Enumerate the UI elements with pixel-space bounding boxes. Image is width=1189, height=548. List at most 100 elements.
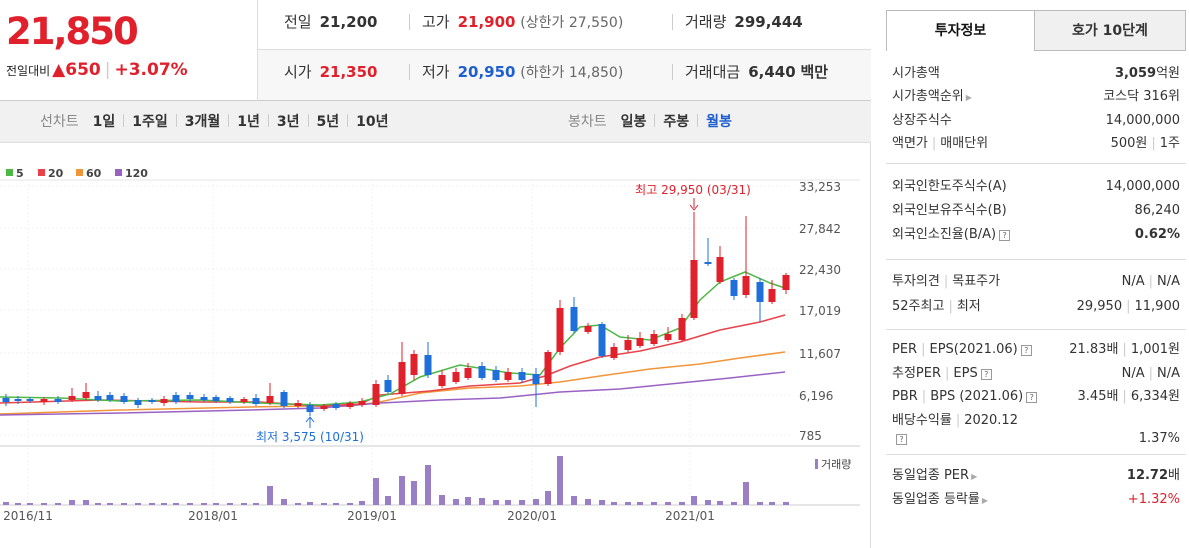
volume-bar xyxy=(187,503,193,505)
tab-order-book[interactable]: 호가 10단계 xyxy=(1034,10,1186,51)
volume-bar xyxy=(385,496,391,505)
volume-bar xyxy=(253,503,259,505)
candle-body xyxy=(266,396,274,403)
candle-body xyxy=(504,372,512,380)
candle-body xyxy=(782,275,790,290)
candle-body xyxy=(410,354,418,375)
candle-body xyxy=(704,262,712,264)
volume-legend-swatch xyxy=(815,459,818,469)
candle-body xyxy=(424,355,432,375)
candle-weekly[interactable]: 주봉 xyxy=(663,114,690,130)
candle-body xyxy=(320,406,328,409)
volume-bar xyxy=(15,503,21,505)
volume-bar xyxy=(161,503,167,505)
info-section-industry: 동일업종 PER ▶ 12.72배 동일업종 등락률 ▶ +1.32% xyxy=(886,455,1186,515)
info-row: 투자의견 | 목표주가 N/A | N/A xyxy=(892,274,1180,289)
help-icon[interactable]: ? xyxy=(999,230,1011,241)
line-chart-label: 선차트 xyxy=(40,114,79,130)
quote-row: 전일 21,200 고가 21,900 (상한가 27,550) 거래량 299,44… xyxy=(258,0,871,50)
volume-bar xyxy=(295,503,301,505)
y-tick-label: 11,607 xyxy=(799,347,841,361)
volume-bar xyxy=(3,502,9,505)
volume-bar xyxy=(625,502,631,505)
stock-main-panel: 21,850 전일대비 ▲650 | +3.07% 전일 21,200 고가 21,900… xyxy=(0,0,871,548)
candle-body xyxy=(678,318,686,340)
volume-bar xyxy=(599,500,605,505)
volume-bar xyxy=(465,497,471,505)
up-arrow-icon: ▲ xyxy=(52,60,66,80)
volume-bar xyxy=(149,503,155,505)
candle-body xyxy=(598,324,606,356)
period-3y[interactable]: 3년 xyxy=(276,114,300,130)
legend-swatch xyxy=(38,169,45,176)
info-row: 외국인한도주식수(A) 14,000,000 xyxy=(892,179,1180,194)
info-row: PER | EPS(2021.06)? 21.83배 | 1,001원 xyxy=(892,342,1180,357)
max-price-annotation: 최고 29,950 (03/31) xyxy=(635,183,751,197)
info-row: 52주최고 | 최저 29,950 | 11,900 xyxy=(892,299,1180,314)
volume-bar xyxy=(399,476,405,505)
y-tick-label: 33,253 xyxy=(799,180,841,194)
period-10y[interactable]: 10년 xyxy=(356,114,389,130)
info-row: PBR | BPS (2021.06)? 3.45배 | 6,334원 xyxy=(892,389,1180,404)
y-tick-label: 27,842 xyxy=(799,222,841,236)
help-icon[interactable]: ? xyxy=(980,369,992,380)
help-icon[interactable]: ? xyxy=(1020,345,1032,356)
candle-body xyxy=(172,395,180,402)
chevron-right-icon: ▶ xyxy=(981,496,989,505)
candle-body xyxy=(280,392,288,406)
candle-body xyxy=(624,340,632,350)
volume-bar xyxy=(731,502,737,505)
current-price: 21,850 xyxy=(6,10,139,53)
legend-swatch xyxy=(76,169,83,176)
low-price: 저가 20,950 (하한가 14,850) xyxy=(409,50,623,100)
candle-monthly[interactable]: 월봉 xyxy=(706,114,732,130)
help-icon[interactable]: ? xyxy=(1026,392,1038,403)
x-tick-label: 2020/01 xyxy=(507,509,557,523)
candle-chart-periods: 봉차트 일봉 주봉 월봉 xyxy=(568,101,732,143)
period-3m[interactable]: 3개월 xyxy=(184,114,221,130)
period-1w[interactable]: 1주일 xyxy=(132,114,168,130)
info-tabs: 투자정보 호가 10단계 xyxy=(886,10,1186,51)
y-tick-label: 785 xyxy=(799,429,822,443)
ma5-line xyxy=(0,271,786,406)
change-rate: +3.07% xyxy=(114,60,188,80)
volume-bar xyxy=(533,499,539,505)
ma120-line xyxy=(0,371,786,416)
info-row: 상장주식수 14,000,000 xyxy=(892,113,1180,128)
current-price-box: 21,850 전일대비 ▲650 | +3.07% xyxy=(0,0,258,101)
candle-body xyxy=(26,399,34,401)
candle-daily[interactable]: 일봉 xyxy=(620,114,647,130)
period-5y[interactable]: 5년 xyxy=(316,114,340,130)
prev-close: 전일 21,200 xyxy=(284,13,378,31)
help-icon[interactable]: ? xyxy=(896,434,907,445)
invest-info-panel: 투자정보 호가 10단계 시가총액 3,059억원 시가총액순위 ▶ 코스닥 316위… xyxy=(886,10,1189,548)
candle-body xyxy=(372,384,380,405)
candle-body xyxy=(532,374,540,384)
volume-bar xyxy=(173,503,179,505)
legend-swatch xyxy=(115,169,122,176)
info-row: 시가총액순위 ▶ 코스닥 316위 xyxy=(892,89,1180,104)
chart-toolbar: 선차트 1일 1주일 3개월 1년 3년 5년 10년 봉차트 일봉 주봉 월봉 xyxy=(0,101,871,143)
stock-chart[interactable]: 5 20 60 120 33,253 27,842 22,430 17,019 11,607 6,… xyxy=(0,150,871,548)
info-section-opinion: 투자의견 | 목표주가 N/A | N/A 52주최고 | 최저 29,950 | 11,900 xyxy=(886,260,1186,330)
candle-body xyxy=(544,352,552,384)
volume-bar xyxy=(27,503,33,505)
period-1d[interactable]: 1일 xyxy=(92,114,116,130)
tab-invest-info[interactable]: 투자정보 xyxy=(886,10,1035,51)
candle-body xyxy=(82,392,90,398)
price-change: 전일대비 ▲650 | +3.07% xyxy=(6,60,188,80)
trade-value: 거래대금 6,440 백만 xyxy=(672,50,828,100)
volume-bar xyxy=(783,502,789,505)
volume-bar xyxy=(651,502,657,505)
volume-bar xyxy=(359,501,365,505)
change-amount: 650 xyxy=(65,60,101,80)
period-1y[interactable]: 1년 xyxy=(237,114,260,130)
x-tick-label: 2018/01 xyxy=(188,509,238,523)
legend-label: 120 xyxy=(125,167,148,180)
max-arrowhead-icon xyxy=(689,204,699,211)
candle-body xyxy=(716,257,724,282)
volume-bar xyxy=(557,456,563,505)
info-row: 시가총액 3,059억원 xyxy=(892,66,1180,81)
candle-body xyxy=(452,372,460,382)
candle-body xyxy=(636,338,644,346)
